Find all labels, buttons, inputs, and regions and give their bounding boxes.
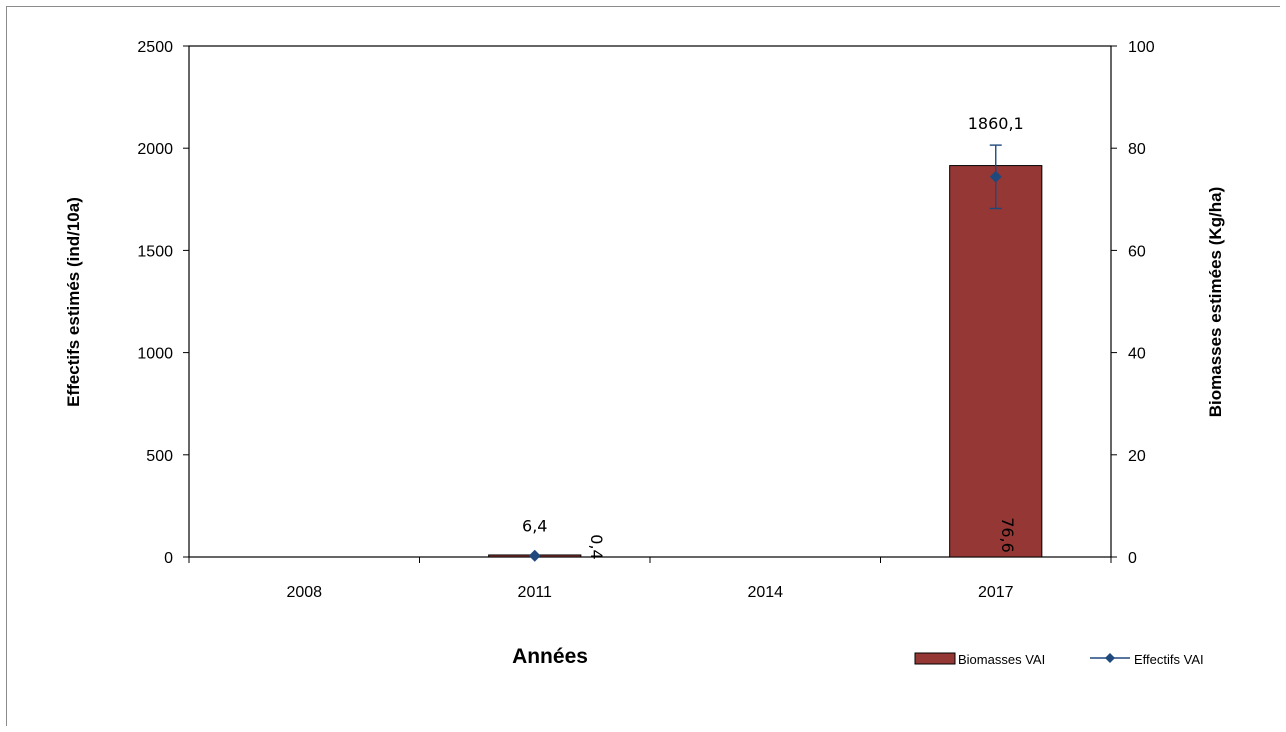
y-tick-label: 2500 (137, 39, 173, 56)
data-labels: 0,4 76,6 6,4 1860,1 (522, 114, 1024, 560)
x-tick-label: 2014 (747, 584, 783, 601)
x-axis: 2008 2011 2014 2017 (188, 557, 1112, 601)
y-tick-label: 500 (146, 448, 173, 465)
y2-tick-label: 0 (1128, 550, 1137, 567)
x-tick-label: 2011 (518, 584, 553, 601)
y-axis-title: Effectifs estimés (ind/10a) (64, 197, 83, 407)
x-tick-label: 2017 (978, 584, 1014, 601)
line-point (989, 170, 1002, 183)
line-data-label: 6,4 (522, 517, 547, 536)
chart-frame (6, 6, 1280, 726)
bar-data-label: 76,6 (998, 517, 1017, 553)
line-data-label: 1860,1 (968, 114, 1024, 133)
legend-marker-effectifs (1105, 653, 1115, 663)
bar-series (488, 165, 1043, 558)
y-tick-label: 1500 (137, 243, 173, 260)
x-tick-label: 2008 (286, 584, 322, 601)
line-series (528, 144, 1002, 562)
bar-data-label: 0,4 (587, 534, 606, 559)
y2-tick-label: 40 (1128, 346, 1146, 363)
legend-label-effectifs: Effectifs VAI (1134, 652, 1204, 667)
x-axis-title: Années (512, 645, 588, 668)
legend-label-biomasses: Biomasses VAI (958, 652, 1045, 667)
y-axis-left: 0 500 1000 1500 2000 2500 (137, 39, 189, 567)
y2-axis-title: Biomasses estimées (Kg/ha) (1206, 187, 1225, 418)
legend: Biomasses VAI Effectifs VAI (914, 652, 1204, 667)
y-tick-label: 2000 (137, 141, 173, 158)
legend-swatch-biomasses (914, 652, 956, 665)
y2-tick-label: 20 (1128, 448, 1146, 465)
line-point (528, 549, 541, 562)
y-tick-label: 0 (164, 550, 173, 567)
y-tick-label: 1000 (137, 346, 173, 363)
bar (949, 165, 1043, 558)
y2-tick-label: 100 (1128, 39, 1155, 56)
y2-tick-label: 80 (1128, 141, 1146, 158)
y-axis-right: 0 20 40 60 80 100 (1111, 39, 1155, 567)
y2-tick-label: 60 (1128, 243, 1146, 260)
